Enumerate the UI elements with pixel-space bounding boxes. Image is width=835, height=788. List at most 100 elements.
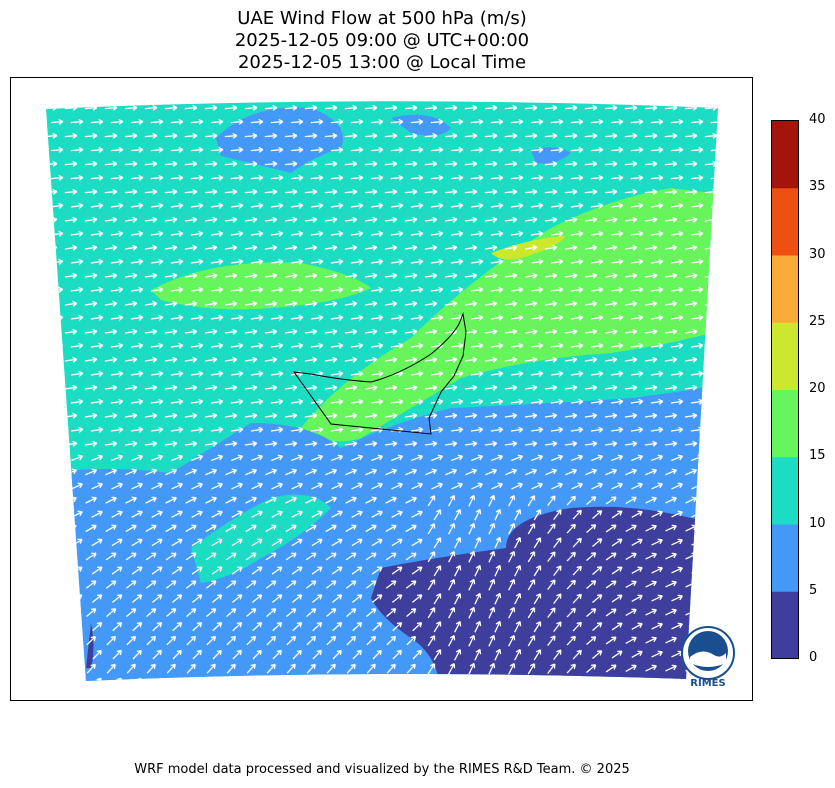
wind-arrow: [110, 286, 124, 293]
wind-arrow: [450, 342, 464, 349]
wind-arrow: [468, 522, 476, 535]
wind-arrow: [324, 244, 338, 251]
wind-arrow: [604, 188, 618, 195]
wind-arrow: [365, 552, 377, 561]
wind-arrow: [84, 272, 98, 279]
wind-arrow: [364, 384, 378, 391]
wind-arrow: [365, 496, 377, 504]
wind-arrow: [586, 580, 597, 590]
wind-arrow: [251, 454, 264, 462]
wind-arrow: [410, 370, 424, 377]
wind-arrow: [232, 621, 243, 632]
wind-arrow: [370, 230, 384, 237]
wind-arrow: [504, 440, 518, 447]
wind-arrow: [671, 538, 683, 546]
wind-arrow: [111, 482, 123, 490]
wind-arrow: [488, 662, 496, 675]
wind-arrow: [284, 104, 298, 111]
wind-arrow: [464, 272, 478, 279]
wind-arrow: [464, 356, 478, 363]
wind-arrow: [144, 356, 158, 363]
wind-arrow: [370, 342, 384, 349]
wind-arrow: [170, 314, 184, 321]
wind-arrow: [564, 132, 578, 139]
wind-arrow: [427, 579, 436, 591]
wind-arrow: [292, 621, 303, 632]
wind-arrow: [330, 258, 344, 265]
wind-arrow: [84, 384, 98, 391]
wind-arrow: [590, 398, 604, 405]
wind-arrow: [191, 454, 204, 462]
wind-arrow: [146, 663, 156, 674]
wind-arrow: [352, 621, 363, 632]
wind-arrow: [645, 608, 657, 616]
wind-arrow: [172, 621, 183, 632]
wind-arrow: [670, 370, 684, 377]
colorbar-svg: [771, 120, 799, 659]
wind-arrow: [464, 244, 478, 251]
wind-arrow: [684, 412, 698, 419]
wind-arrow: [514, 508, 522, 521]
wind-arrow: [351, 594, 363, 603]
wind-arrow: [324, 440, 338, 447]
wind-arrow: [264, 328, 278, 335]
wind-arrow: [85, 552, 97, 561]
wind-arrow: [424, 132, 438, 139]
wind-arrow: [691, 566, 703, 574]
wind-arrow: [392, 621, 403, 632]
wind-arrow: [190, 230, 204, 237]
wind-arrow: [665, 664, 677, 672]
wind-arrow: [230, 342, 244, 349]
wind-arrow: [454, 565, 462, 577]
wind-arrow: [412, 649, 422, 660]
wind-arrow: [90, 342, 104, 349]
wind-arrow: [350, 342, 364, 349]
wind-arrow: [110, 426, 124, 433]
wind-arrow: [324, 188, 338, 195]
wind-arrow: [46, 580, 57, 589]
wind-arrow: [624, 356, 638, 363]
wind-arrow: [132, 621, 143, 632]
wind-arrow: [186, 635, 197, 646]
wind-arrow: [450, 230, 464, 237]
wind-arrow: [310, 398, 324, 405]
wind-arrow: [525, 468, 537, 476]
wind-arrow: [70, 342, 84, 349]
wind-arrow: [392, 677, 402, 681]
wind-arrow: [671, 622, 683, 630]
wind-arrow: [386, 635, 397, 646]
wind-arrow: [364, 160, 378, 167]
wind-arrow: [411, 538, 423, 547]
wind-arrow: [424, 440, 438, 447]
wind-arrow: [564, 160, 578, 167]
wind-arrow: [671, 566, 683, 574]
wind-arrow: [64, 160, 78, 167]
wind-arrow: [104, 132, 118, 139]
wind-arrow: [550, 230, 564, 237]
wind-arrow: [171, 594, 183, 603]
wind-arrow: [126, 635, 137, 646]
wind-arrow: [625, 552, 637, 560]
wind-arrow: [514, 620, 522, 633]
wind-arrow: [470, 202, 484, 209]
wind-speed-field: [46, 101, 718, 681]
wind-arrow: [524, 104, 538, 111]
wind-arrow: [265, 524, 277, 533]
wind-arrow: [264, 384, 278, 391]
wind-arrow: [590, 202, 604, 209]
wind-arrow: [484, 412, 498, 419]
wind-arrow: [468, 662, 476, 675]
wind-arrow: [130, 258, 144, 265]
wind-arrow: [190, 258, 204, 265]
wind-arrow: [306, 608, 317, 618]
wind-arrow: [610, 230, 624, 237]
wind-arrow: [266, 608, 277, 618]
colorbar-tick-label: 0: [809, 650, 818, 665]
wind-arrow: [86, 608, 97, 618]
wind-arrows: [46, 104, 718, 681]
wind-arrow: [250, 146, 264, 153]
wind-arrow: [665, 496, 677, 504]
wind-arrow: [210, 426, 224, 433]
wind-arrow: [105, 580, 117, 589]
wind-arrow: [645, 580, 657, 588]
